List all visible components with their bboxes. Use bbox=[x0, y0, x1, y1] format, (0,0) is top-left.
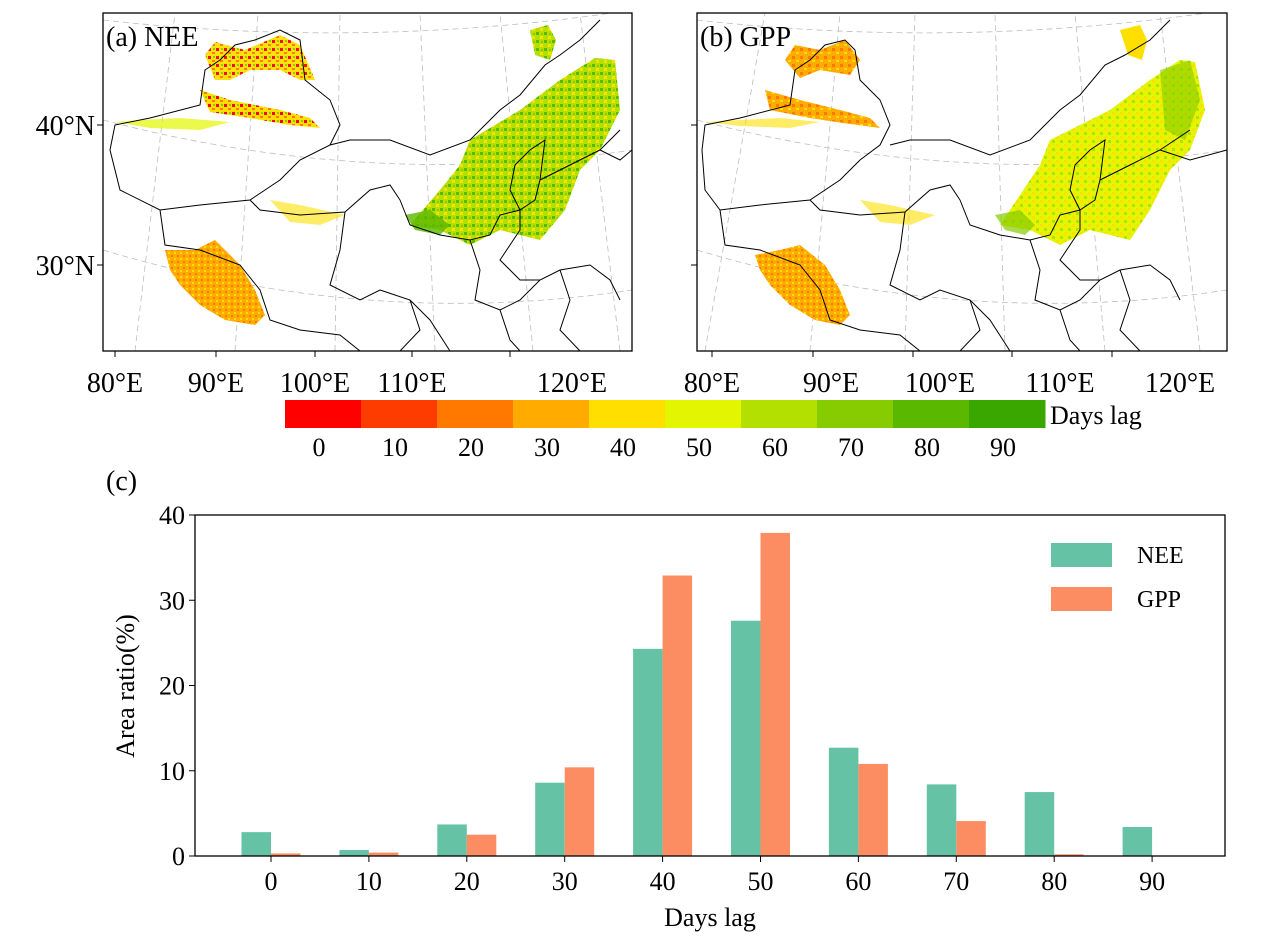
colorbar-label: Days lag bbox=[1050, 401, 1142, 430]
province-boundaries bbox=[701, 19, 1227, 351]
colorbar-segment bbox=[665, 400, 742, 428]
colorbar-segment bbox=[437, 400, 514, 428]
bar-gpp-80 bbox=[1054, 854, 1084, 856]
colorbar-tick-label: 30 bbox=[534, 433, 560, 462]
colorbar-segment bbox=[285, 400, 362, 428]
lon-tick-label: 80°E bbox=[684, 368, 740, 399]
y-tick-label: 10 bbox=[159, 757, 185, 786]
legend-label-nee: NEE bbox=[1137, 543, 1184, 569]
colorbar-tick-label: 50 bbox=[686, 433, 712, 462]
bar-nee-30 bbox=[535, 782, 565, 856]
x-tick-label: 70 bbox=[943, 867, 969, 896]
colorbar-tick-label: 10 bbox=[382, 433, 408, 462]
lon-ticks-a: 80°E 90°E 100°E 110°E 120°E bbox=[87, 351, 607, 399]
lon-tick-label: 90°E bbox=[188, 368, 244, 399]
x-tick-label: 50 bbox=[748, 867, 774, 896]
plot-frame bbox=[194, 514, 1226, 857]
legend-swatch-gpp bbox=[1051, 587, 1112, 611]
x-tick-label: 30 bbox=[552, 867, 578, 896]
lat-tick-label: 30°N bbox=[36, 251, 95, 282]
y-tick-label: 20 bbox=[159, 672, 185, 701]
bar-nee-20 bbox=[437, 824, 467, 856]
panel-label-a: (a) NEE bbox=[106, 22, 199, 53]
colorbar-segment bbox=[741, 400, 818, 428]
bar-gpp-0 bbox=[271, 853, 301, 856]
bar-nee-10 bbox=[339, 850, 369, 856]
lon-tick-label: 100°E bbox=[280, 368, 350, 399]
bars bbox=[241, 532, 1153, 856]
x-tick-label: 60 bbox=[845, 867, 871, 896]
bar-gpp-70 bbox=[956, 821, 986, 856]
map-frame bbox=[102, 12, 633, 352]
colorbar-segment bbox=[589, 400, 666, 428]
y-tick-label: 30 bbox=[159, 586, 185, 615]
lon-tick-label: 100°E bbox=[905, 368, 975, 399]
colorbar-segment bbox=[893, 400, 970, 428]
lon-ticks-b: 80°E 90°E 100°E 110°E 120°E bbox=[684, 351, 1215, 399]
bar-nee-40 bbox=[633, 648, 663, 856]
x-tick-label: 40 bbox=[650, 867, 676, 896]
legend-label-gpp: GPP bbox=[1137, 587, 1181, 613]
legend: NEE GPP bbox=[1051, 543, 1184, 613]
bar-nee-80 bbox=[1024, 792, 1055, 856]
bar-nee-60 bbox=[828, 747, 859, 856]
colorbar-segment bbox=[361, 400, 438, 428]
colorbar-tick-label: 0 bbox=[313, 433, 326, 462]
bar-gpp-60 bbox=[858, 763, 888, 856]
bar-gpp-20 bbox=[466, 834, 497, 856]
vegetation-areas-nee bbox=[115, 25, 620, 325]
colorbar-tick-label: 90 bbox=[990, 433, 1016, 462]
bar-nee-90 bbox=[1122, 827, 1153, 856]
lon-tick-label: 110°E bbox=[1025, 368, 1094, 399]
colorbar-tick-label: 60 bbox=[762, 433, 788, 462]
colorbar-tick-label: 40 bbox=[610, 433, 636, 462]
colorbar-segment bbox=[817, 400, 894, 428]
bar-chart: (c) Area ratio(%) Days lag 0 10 20 30 40 0 10… bbox=[106, 466, 1226, 932]
x-tick-label: 20 bbox=[454, 867, 480, 896]
vegetation-areas-gpp bbox=[705, 25, 1205, 325]
colorbar-segment bbox=[513, 400, 590, 428]
colorbar-tick-label: 20 bbox=[458, 433, 484, 462]
x-tick-label: 80 bbox=[1041, 867, 1067, 896]
bar-nee-50 bbox=[731, 620, 761, 856]
province-boundaries bbox=[109, 19, 632, 351]
panel-label-c: (c) bbox=[106, 466, 137, 497]
map-panel-nee: (a) NEE 40°N 30°N 80°E 90°E 100°E 110°E … bbox=[36, 12, 633, 399]
x-tick-label: 10 bbox=[356, 867, 382, 896]
lat-tick-label: 40°N bbox=[36, 111, 95, 142]
panel-label-b: (b) GPP bbox=[700, 22, 791, 53]
legend-swatch-nee bbox=[1051, 543, 1112, 567]
lon-tick-label: 90°E bbox=[803, 368, 859, 399]
y-ticks: 0 10 20 30 40 bbox=[159, 501, 195, 871]
lon-tick-label: 110°E bbox=[377, 368, 446, 399]
bar-gpp-40 bbox=[662, 575, 693, 856]
colorbar-tick-label: 80 bbox=[914, 433, 940, 462]
colorbar: Days lag 0 10 20 30 40 50 60 70 80 90 bbox=[285, 400, 1142, 462]
x-tick-label: 0 bbox=[265, 867, 278, 896]
map-frame bbox=[696, 12, 1228, 352]
bar-nee-0 bbox=[241, 832, 271, 856]
y-tick-label: 40 bbox=[159, 501, 185, 530]
colorbar-tick-label: 70 bbox=[838, 433, 864, 462]
lon-tick-label: 120°E bbox=[1145, 368, 1215, 399]
bar-gpp-10 bbox=[368, 852, 399, 856]
bar-nee-70 bbox=[926, 784, 957, 856]
map-panel-gpp: (b) GPP 80°E 90°E 100°E 110°E 120°E bbox=[684, 12, 1228, 399]
y-axis-label: Area ratio(%) bbox=[111, 614, 140, 758]
bar-gpp-50 bbox=[760, 532, 790, 856]
x-ticks: 0 10 20 30 40 50 60 70 80 90 bbox=[265, 856, 1165, 896]
colorbar-segment bbox=[969, 400, 1046, 428]
bar-gpp-30 bbox=[564, 767, 595, 856]
lon-tick-label: 80°E bbox=[87, 368, 143, 399]
x-tick-label: 90 bbox=[1139, 867, 1165, 896]
y-tick-label: 0 bbox=[172, 842, 185, 871]
lon-tick-label: 120°E bbox=[537, 368, 607, 399]
x-axis-label: Days lag bbox=[664, 903, 756, 932]
